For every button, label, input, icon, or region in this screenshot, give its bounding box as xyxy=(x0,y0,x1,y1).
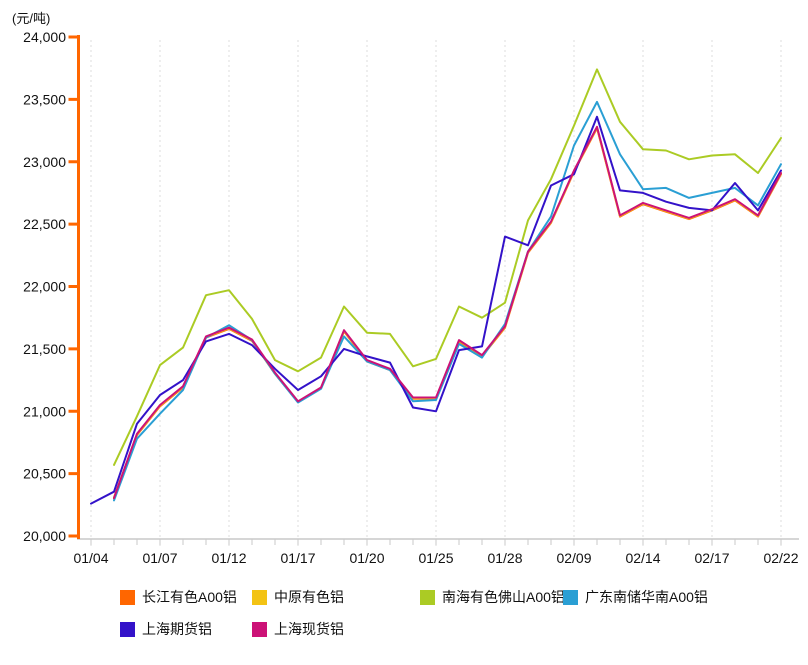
y-axis-label: 23,500 xyxy=(23,91,66,107)
x-axis-label: 02/22 xyxy=(763,550,798,566)
legend-item-广东南储华南A00铝: 广东南储华南A00铝 xyxy=(563,589,708,605)
y-axis-tick xyxy=(69,347,78,350)
legend-item-上海现货铝: 上海现货铝 xyxy=(252,621,344,637)
x-axis-label: 01/04 xyxy=(73,550,108,566)
legend-swatch xyxy=(120,622,135,637)
y-axis-label: 24,000 xyxy=(23,29,66,45)
y-axis-tick xyxy=(69,410,78,413)
legend-label: 上海期货铝 xyxy=(142,619,212,639)
price-chart-plot: 01/04 01/07 01/12 01/17 01/20 01/25 01/28 02/09… xyxy=(0,0,808,580)
y-axis-label: 22,000 xyxy=(23,279,66,295)
y-axis-label: 23,000 xyxy=(23,154,66,170)
y-axis-tick xyxy=(69,472,78,475)
y-axis-label: 21,000 xyxy=(23,403,66,419)
x-axis-label: 02/17 xyxy=(694,550,729,566)
series-line-长江有色A00铝 xyxy=(114,128,781,499)
legend-label: 上海现货铝 xyxy=(274,619,344,639)
y-axis-tick xyxy=(69,36,78,39)
legend-swatch xyxy=(420,590,435,605)
x-axis-label: 02/09 xyxy=(556,550,591,566)
x-axis-label: 01/28 xyxy=(487,550,522,566)
y-axis-line xyxy=(77,35,80,539)
legend-item-上海期货铝: 上海期货铝 xyxy=(120,621,212,637)
x-axis-label: 02/14 xyxy=(625,550,660,566)
x-axis-label: 01/25 xyxy=(418,550,453,566)
x-axis-label: 01/07 xyxy=(142,550,177,566)
series-line-南海有色佛山A00铝 xyxy=(114,69,781,465)
y-axis-label: 20,500 xyxy=(23,466,66,482)
legend-label: 南海有色佛山A00铝 xyxy=(442,587,565,607)
legend-item-南海有色佛山A00铝: 南海有色佛山A00铝 xyxy=(420,589,565,605)
legend-label: 中原有色铝 xyxy=(274,587,344,607)
y-axis-label: 22,500 xyxy=(23,216,66,232)
legend-item-中原有色铝: 中原有色铝 xyxy=(252,589,344,605)
legend-item-长江有色A00铝: 长江有色A00铝 xyxy=(120,589,237,605)
legend-swatch xyxy=(252,622,267,637)
y-axis-label: 20,000 xyxy=(23,528,66,544)
legend-swatch xyxy=(252,590,267,605)
aluminum-price-chart: (元/吨) 01/0401/0701/1201/1701/2001/2501/2… xyxy=(0,0,808,665)
legend-swatch xyxy=(120,590,135,605)
y-axis-tick xyxy=(69,285,78,288)
x-axis-label: 01/20 xyxy=(349,550,384,566)
y-axis-tick xyxy=(69,98,78,101)
y-axis-tick xyxy=(69,535,78,538)
legend-label: 广东南储华南A00铝 xyxy=(585,587,708,607)
x-axis-label: 01/17 xyxy=(280,550,315,566)
legend-swatch xyxy=(563,590,578,605)
y-axis-label: 21,500 xyxy=(23,341,66,357)
series-line-广东南储华南A00铝 xyxy=(114,102,781,501)
y-axis-tick xyxy=(69,160,78,163)
legend-label: 长江有色A00铝 xyxy=(142,587,237,607)
series-line-上海现货铝 xyxy=(114,127,781,498)
x-axis-label: 01/12 xyxy=(211,550,246,566)
series-line-中原有色铝 xyxy=(114,127,781,497)
y-axis-tick xyxy=(69,223,78,226)
